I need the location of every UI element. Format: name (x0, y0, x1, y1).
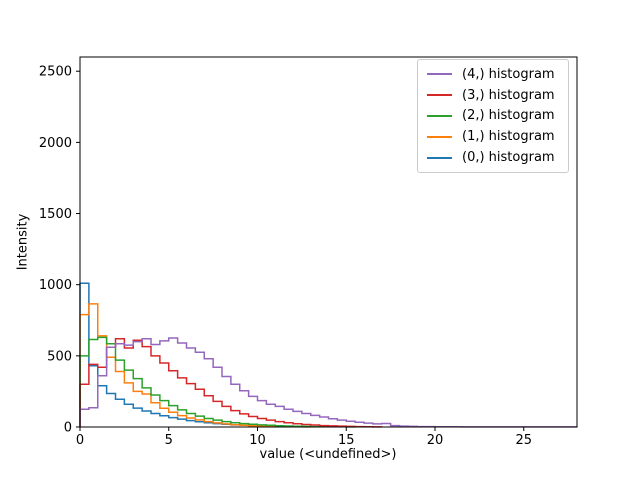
legend-item: (2,) histogram (427, 108, 562, 123)
legend-line-sample (427, 73, 452, 76)
legend-item-label: (4,) histogram (462, 66, 555, 82)
y-tick-label: 500 (47, 349, 72, 364)
x-tick-label: 10 (249, 433, 266, 448)
x-tick-label: 5 (165, 433, 173, 448)
y-tick-label: 1000 (39, 278, 72, 293)
legend-item: (0,) histogram (427, 150, 562, 165)
legend-item-label: (3,) histogram (462, 87, 555, 103)
axes-spines (79, 56, 578, 428)
legend-item-label: (2,) histogram (462, 108, 555, 124)
x-tick-label: 25 (515, 433, 532, 448)
y-tick-label: 2500 (39, 65, 72, 80)
legend-item: (3,) histogram (427, 88, 562, 103)
legend-item: (4,) histogram (427, 67, 562, 82)
x-axis-label: value (<undefined>) (259, 447, 397, 462)
legend-item-label: (1,) histogram (462, 129, 555, 145)
x-tick-label: 20 (427, 433, 444, 448)
x-tick-label: 15 (338, 433, 355, 448)
legend-line-sample (427, 156, 452, 159)
legend-box: (4,) histogram (3,) histogram (2,) histo… (417, 59, 569, 173)
y-axis-label: Intensity (15, 213, 31, 271)
legend-line-sample (427, 94, 452, 97)
legend-item: (1,) histogram (427, 129, 562, 144)
legend-line-sample (427, 135, 452, 138)
y-tick-label: 1500 (39, 207, 72, 222)
series-line-2 (79, 336, 356, 428)
series-line-3 (79, 338, 383, 428)
y-tick-label: 2000 (39, 136, 72, 151)
y-tick-label: 0 (64, 421, 72, 436)
legend-item-label: (0,) histogram (462, 150, 555, 166)
legend-line-sample (427, 114, 452, 117)
x-tick-label: 0 (76, 433, 84, 448)
series-line-1 (79, 303, 312, 428)
